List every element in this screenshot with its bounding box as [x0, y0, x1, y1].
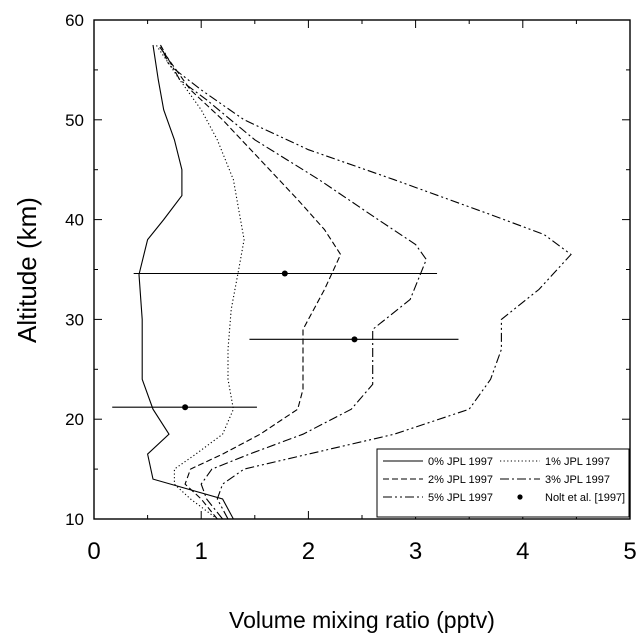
- legend-box: [376, 448, 630, 518]
- x-tick-label: 2: [302, 538, 315, 565]
- legend: 0% JPL 1997 1% JPL 1997 2% JPL 1997 3% JPL …: [376, 448, 630, 518]
- plot-frame: [93, 19, 631, 520]
- series-line: [155, 44, 245, 520]
- legend-label: 3% JPL 1997: [545, 474, 610, 486]
- x-tick-label: 3: [409, 538, 422, 565]
- legend-label: 0% JPL 1997: [428, 456, 493, 468]
- observation-point: [281, 270, 288, 277]
- x-tick-label: 5: [623, 538, 636, 565]
- y-tick-label: 30: [65, 310, 84, 329]
- y-tick-label: 50: [65, 111, 84, 130]
- legend-label: 2% JPL 1997: [428, 474, 493, 486]
- legend-label: 5% JPL 1997: [428, 492, 493, 504]
- axis-ticks: [93, 19, 631, 520]
- x-axis-label: Volume mixing ratio (pptv): [229, 607, 495, 633]
- series-line: [138, 44, 234, 520]
- y-tick-label: 40: [65, 211, 84, 230]
- series-line: [157, 44, 342, 520]
- y-tick-labels: 10 20 30 40 50 60: [65, 11, 84, 529]
- y-axis-label: Altitude (km): [12, 197, 42, 343]
- x-tick-label: 1: [195, 538, 208, 565]
- series-line: [160, 44, 427, 520]
- y-tick-label: 60: [65, 11, 84, 30]
- y-tick-label: 20: [65, 410, 84, 429]
- series-line: [159, 44, 572, 520]
- legend-marker: [517, 494, 523, 500]
- series-layer: [138, 44, 572, 520]
- legend-label: Nolt et al. [1997]: [545, 492, 625, 504]
- legend-label: 1% JPL 1997: [545, 456, 610, 468]
- x-tick-labels: 0 1 2 3 4 5: [87, 538, 636, 565]
- y-tick-label: 10: [65, 510, 84, 529]
- x-tick-label: 4: [516, 538, 529, 565]
- observation-layer: [112, 270, 459, 411]
- observation-point: [351, 336, 358, 343]
- x-tick-label: 0: [87, 538, 100, 565]
- observation-point: [182, 404, 189, 411]
